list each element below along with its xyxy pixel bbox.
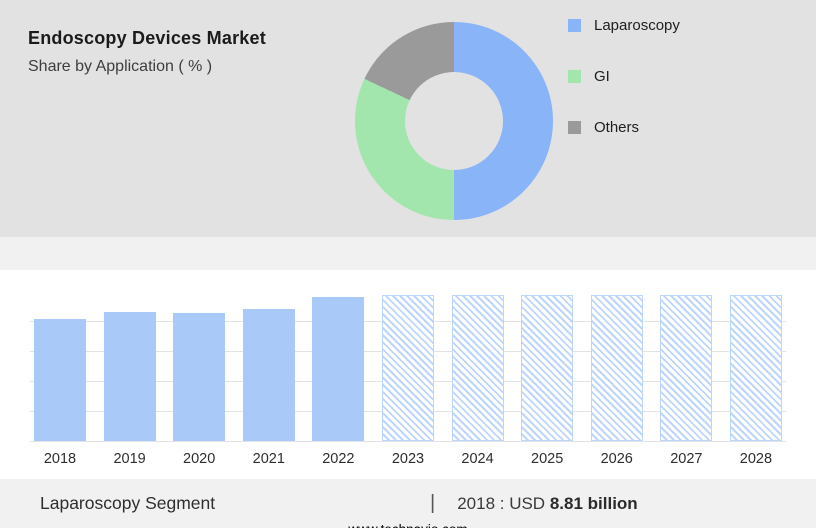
header-section: Endoscopy Devices Market Share by Applic… — [0, 0, 816, 237]
legend-item: Others — [568, 116, 680, 138]
bar-forecast — [521, 295, 574, 441]
donut-hole — [405, 72, 503, 170]
bar-historical — [34, 319, 86, 441]
bar-slot — [381, 292, 434, 441]
legend-label: Others — [594, 118, 640, 136]
bar-slot — [103, 292, 156, 441]
donut-chart — [355, 22, 553, 220]
x-axis-label: 2022 — [322, 451, 355, 467]
x-axis-label: 2024 — [461, 451, 494, 467]
x-axis-label: 2018 — [43, 451, 77, 467]
legend-swatch — [568, 18, 581, 32]
website-link[interactable]: www.technavio.com — [0, 522, 816, 528]
legend-swatch — [568, 120, 581, 134]
page-subtitle: Share by Application ( % ) — [28, 58, 213, 75]
x-axis-label: 2025 — [531, 451, 564, 467]
legend-item: Laparoscopy — [568, 14, 680, 36]
bar-forecast — [451, 295, 504, 441]
x-axis-label: 2020 — [183, 451, 216, 467]
value-prefix: 2018 : USD — [457, 493, 546, 513]
bar-slot — [173, 292, 226, 441]
bar-chart-bars — [30, 292, 786, 441]
legend-label: Laparoscopy — [594, 16, 680, 34]
bar-chart-panel: 2018 2019 2020 2021 2022 2023 2024 2025 2026 2027… — [0, 270, 816, 479]
segment-value: 2018 : USD 8.81 billion — [457, 494, 637, 514]
legend: Laparoscopy GI Others — [568, 14, 680, 167]
bar-historical — [103, 312, 156, 441]
bar-forecast — [660, 295, 713, 441]
bar-slot — [590, 292, 643, 441]
x-axis-label: 2027 — [670, 451, 703, 467]
bar-chart-plot — [30, 292, 786, 442]
bar-forecast — [381, 295, 434, 441]
x-axis-label: 2028 — [739, 451, 773, 467]
bar-forecast — [729, 295, 782, 441]
legend-item: GI — [568, 65, 680, 87]
bar-forecast — [590, 295, 643, 441]
bar-slot — [660, 292, 713, 441]
x-axis-label: 2023 — [391, 451, 425, 467]
bar-slot — [729, 292, 782, 441]
bar-slot — [34, 292, 86, 441]
footer: Laparoscopy Segment | 2018 : USD 8.81 bi… — [0, 479, 816, 528]
bar-historical — [312, 296, 365, 441]
legend-label: GI — [594, 67, 610, 85]
x-axis-label: 2026 — [600, 451, 633, 467]
segment-label: Laparoscopy Segment — [40, 493, 216, 513]
bar-historical — [173, 313, 226, 441]
bar-slot — [312, 292, 365, 441]
separator: | — [430, 492, 436, 514]
title-block: Endoscopy Devices Market Share by Applic… — [28, 28, 266, 76]
bar-slot — [451, 292, 504, 441]
x-axis-label: 2019 — [113, 451, 146, 467]
x-axis: 2018 2019 2020 2021 2022 2023 2024 2025 2026 2027… — [30, 451, 786, 467]
legend-swatch — [568, 69, 581, 83]
bar-slot — [521, 292, 574, 441]
bar-slot — [242, 292, 295, 441]
summary-row: Laparoscopy Segment | 2018 : USD 8.81 bi… — [0, 479, 816, 515]
x-axis-label: 2021 — [252, 451, 285, 467]
page-title: Endoscopy Devices Market — [28, 28, 266, 48]
value-amount: 8.81 billion — [549, 493, 638, 513]
bar-historical — [242, 308, 295, 441]
